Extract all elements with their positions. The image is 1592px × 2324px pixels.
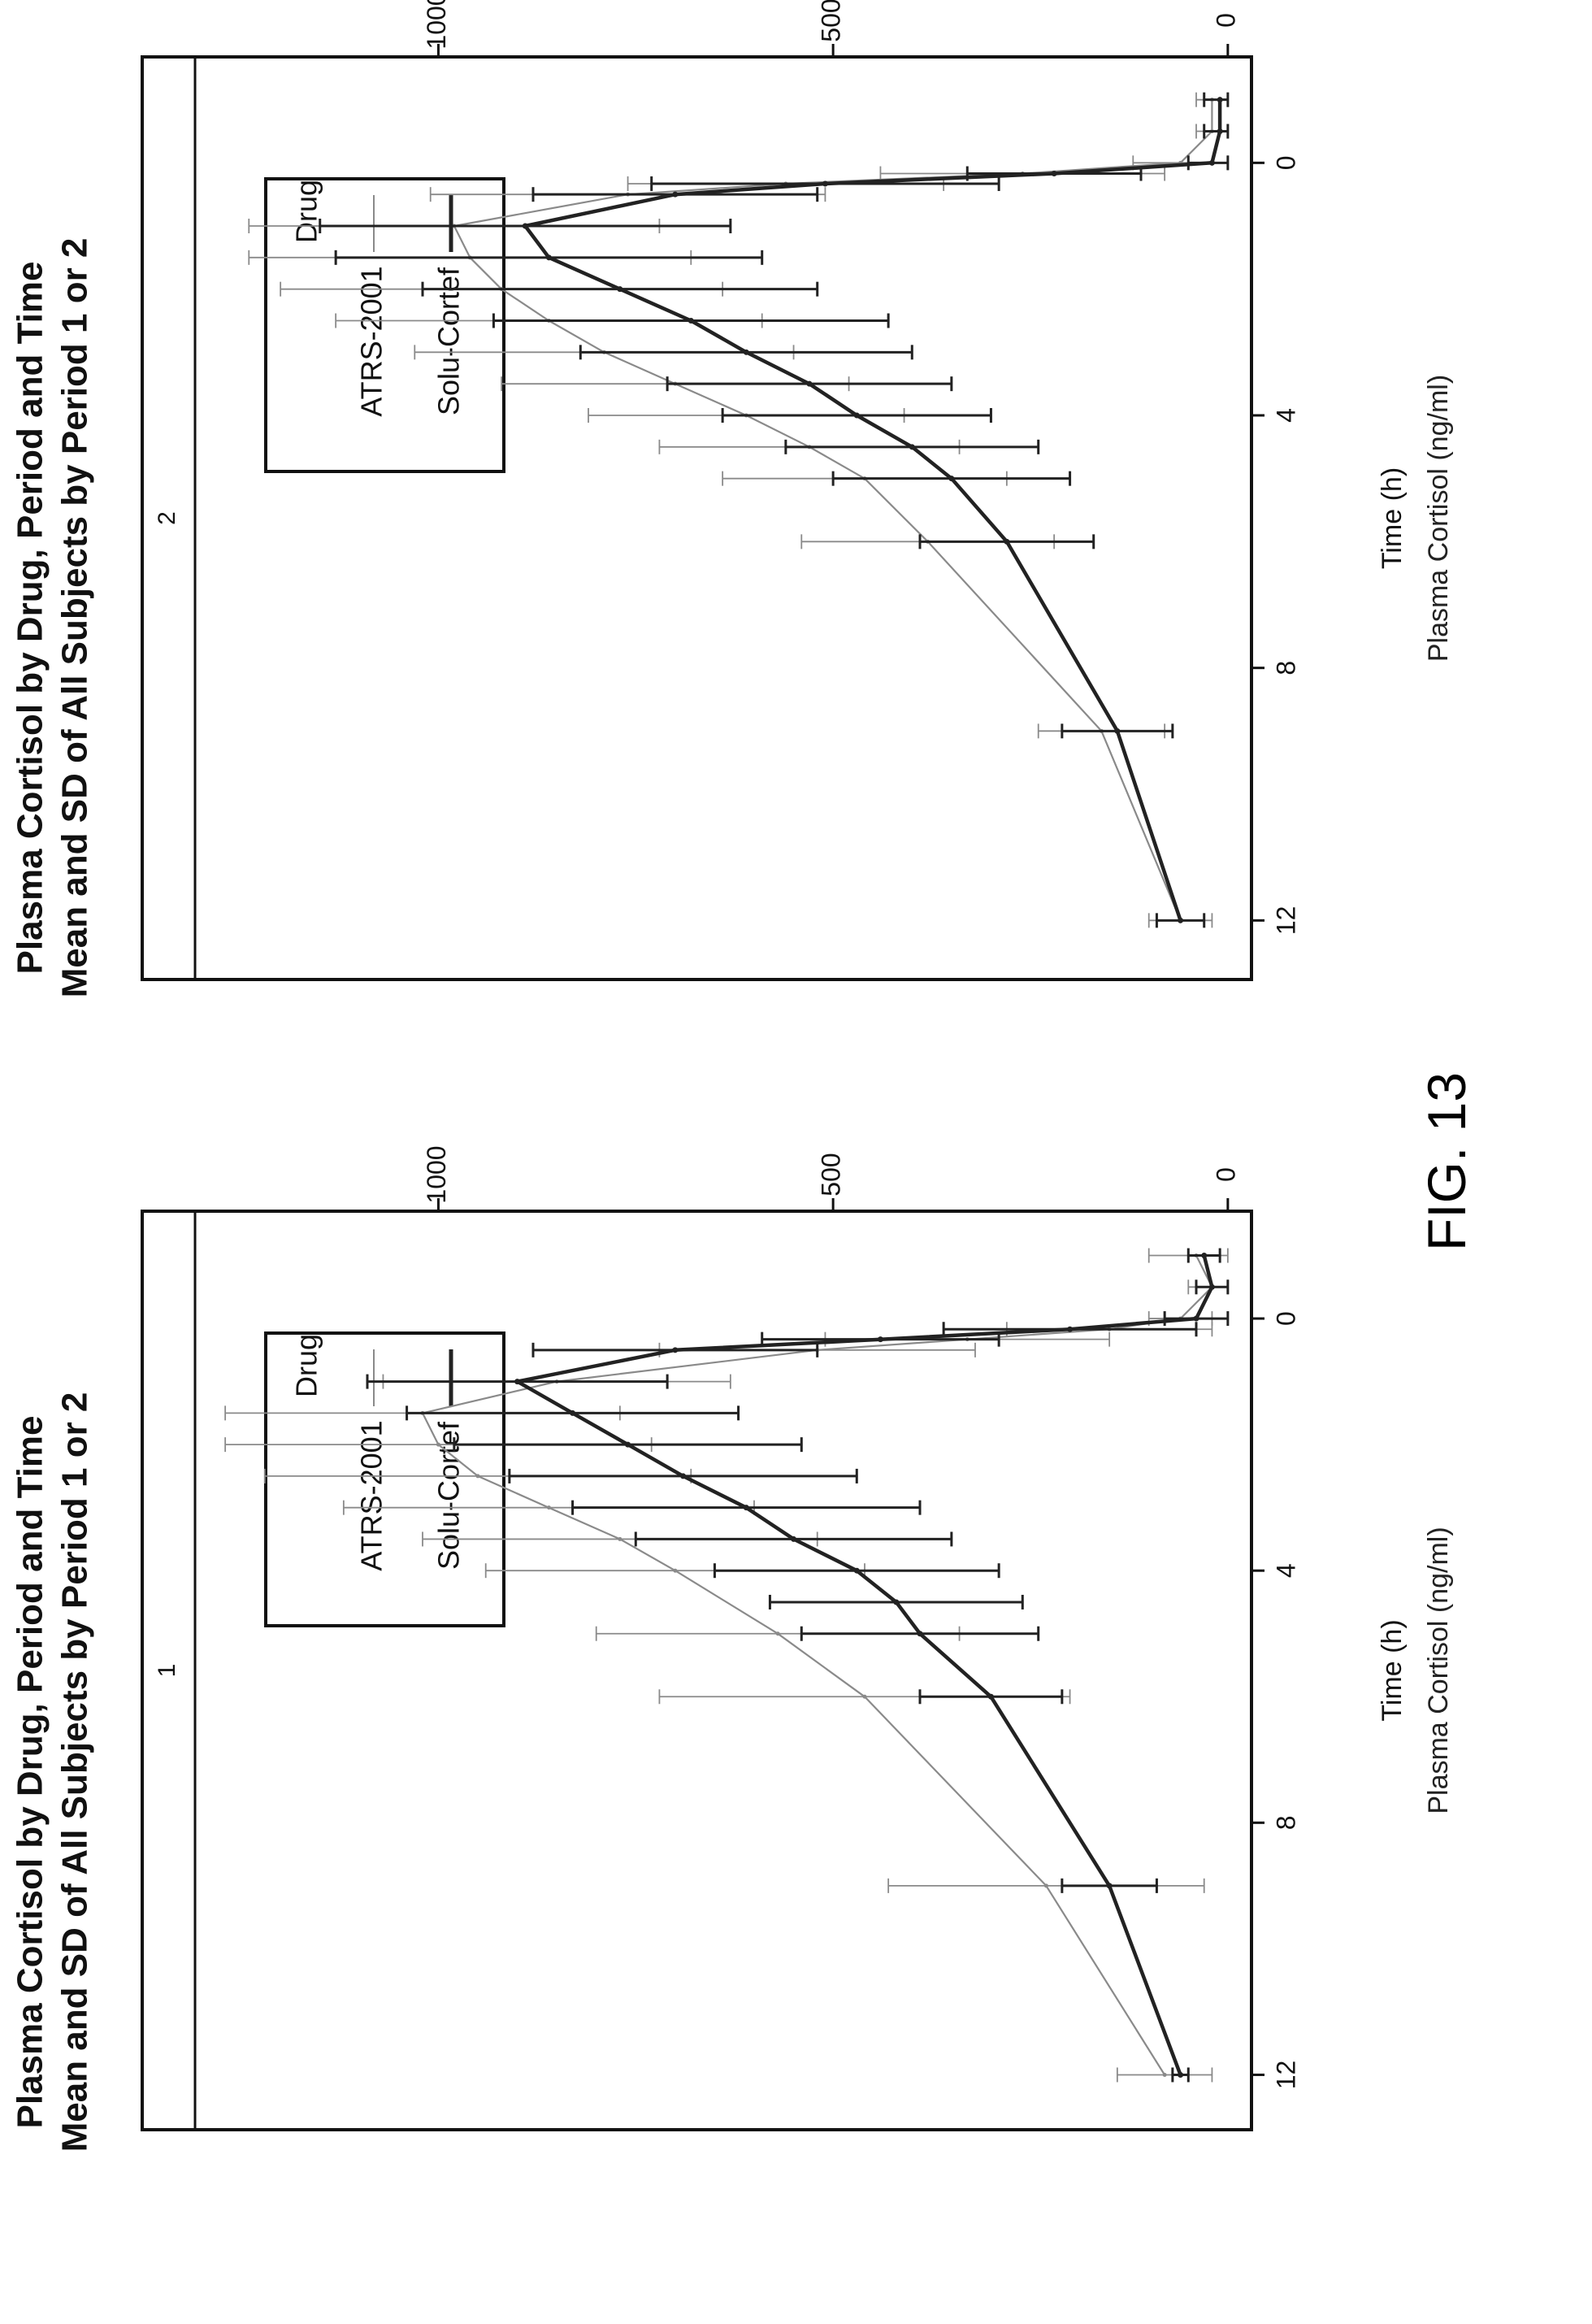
y-tick-label: 1000	[422, 1145, 451, 1203]
y-tick-label: 500	[817, 0, 846, 42]
legend-entry: ATRS-2001	[355, 1420, 388, 1570]
series-solu-cortef	[319, 92, 1230, 928]
chart-panel-1: 1 Plasma Cortisol by Drug, Period and Tim…	[11, 1145, 1454, 2152]
series-line	[453, 99, 1213, 921]
panel-label: 2	[154, 511, 180, 525]
x-axis-label: Time (h)	[1377, 467, 1408, 569]
chart-subtitle: Mean and SD of All Subjects by Period 1 …	[55, 238, 95, 998]
legend-entry: ATRS-2001	[355, 266, 388, 416]
x-tick-label: 0	[1271, 1311, 1300, 1326]
chart-panel-2: 2 Plasma Cortisol by Drug, Period and Tim…	[11, 0, 1454, 997]
x-tick-label: 12	[1271, 906, 1300, 936]
chart-title: Plasma Cortisol by Drug, Period and Time	[11, 262, 50, 975]
plot-frame	[141, 55, 1253, 981]
legend-box	[264, 177, 505, 473]
series-line	[523, 99, 1222, 922]
y-tick-label: 500	[817, 1153, 846, 1196]
y-tick-label: 0	[1211, 13, 1240, 28]
y-axis-label: Plasma Cortisol (ng/ml)	[1423, 1527, 1454, 1814]
x-tick-label: 8	[1271, 661, 1300, 675]
y-axis-label: Plasma Cortisol (ng/ml)	[1423, 375, 1454, 662]
x-tick-label: 4	[1271, 1563, 1300, 1578]
figure-label: FIG. 13	[1416, 1071, 1477, 1252]
x-tick-label: 12	[1271, 2061, 1300, 2090]
y-tick-label: 1000	[422, 0, 451, 50]
x-tick-label: 8	[1271, 1815, 1300, 1830]
x-tick-label: 4	[1271, 408, 1300, 423]
legend-title: Drug	[290, 1334, 323, 1397]
x-tick-label: 0	[1271, 155, 1300, 170]
y-tick-label: 0	[1211, 1167, 1240, 1182]
legend-entry: Solu-Cortef	[432, 267, 466, 415]
legend-title: Drug	[290, 180, 323, 243]
panel-label: 1	[154, 1664, 180, 1678]
x-axis-label: Time (h)	[1377, 1619, 1408, 1721]
plot-frame	[141, 1210, 1253, 2131]
series-solu-cortef	[366, 1248, 1230, 2083]
series-line	[515, 1254, 1214, 2076]
chart-subtitle: Mean and SD of All Subjects by Period 1 …	[55, 1392, 95, 2152]
chart-title: Plasma Cortisol by Drug, Period and Time	[11, 1416, 50, 2129]
